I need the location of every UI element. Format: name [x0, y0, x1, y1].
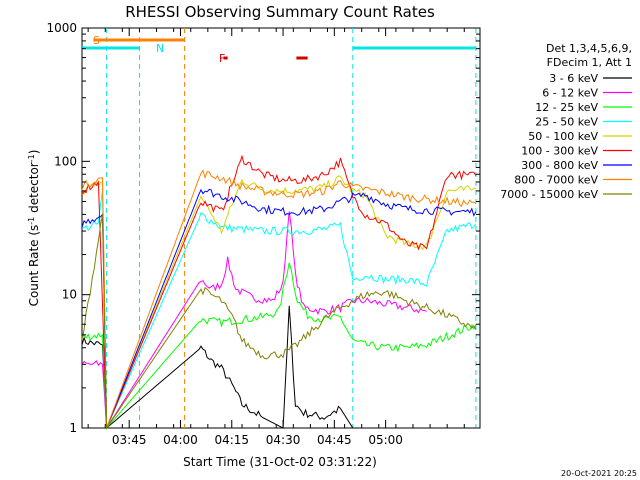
- y-tick-label: 100: [54, 154, 77, 168]
- y-tick-label: 1000: [46, 21, 77, 35]
- plot-frame: [81, 27, 481, 429]
- vertical-markers: [106, 28, 477, 428]
- flag-label-N: N: [156, 42, 164, 55]
- series-line: [81, 154, 477, 429]
- legend-entry-label: 12 - 25 keV: [535, 101, 598, 114]
- timestamp: 20-Oct-2021 20:25: [561, 469, 637, 478]
- x-tick-label: 04:15: [214, 433, 249, 447]
- x-tick-label: 04:45: [317, 433, 352, 447]
- x-tick-label: 04:00: [163, 433, 198, 447]
- x-axis-label: Start Time (31-Oct-02 03:31:22): [183, 455, 377, 469]
- series-line: [81, 211, 427, 430]
- flag-label-F: F: [219, 52, 225, 65]
- y-axis-label: Count Rate (s-1 detector-1): [27, 150, 42, 307]
- x-tick-label: 03:45: [112, 433, 147, 447]
- y-tick-label: 10: [62, 288, 77, 302]
- y-tick-label: 1: [69, 421, 77, 435]
- flag-label-S: S: [93, 34, 100, 47]
- legend: Det 1,3,4,5,6,9, FDecim 1, Att 1 3 - 6 k…: [500, 42, 632, 201]
- axis-ticks: 03:45 04:00 04:15 04:30 04:45 05:00 1 10 100 1000: [46, 21, 480, 447]
- series-line: [81, 169, 477, 429]
- legend-entry-label: 800 - 7000 keV: [514, 174, 598, 187]
- legend-entry-label: 50 - 100 keV: [528, 130, 598, 143]
- flags-layer: S N F: [82, 34, 476, 65]
- series-line: [81, 188, 477, 429]
- legend-entry-label: 7000 - 15000 keV: [500, 188, 598, 201]
- legend-entry-label: 3 - 6 keV: [549, 72, 598, 85]
- series-line: [81, 190, 477, 429]
- series-line: [81, 214, 477, 430]
- series-line: [81, 305, 476, 430]
- legend-entry-label: 6 - 12 keV: [542, 87, 598, 100]
- legend-entry-label: 25 - 50 keV: [535, 116, 598, 129]
- legend-entry-label: 100 - 300 keV: [521, 145, 598, 158]
- series-layer: [81, 154, 477, 430]
- legend-entry-label: 300 - 800 keV: [521, 159, 598, 172]
- legend-header-1: Det 1,3,4,5,6,9,: [546, 42, 632, 55]
- series-line: [81, 175, 477, 429]
- series-line: [81, 262, 477, 430]
- x-tick-label: 04:30: [266, 433, 301, 447]
- chart-title: RHESSI Observing Summary Count Rates: [125, 3, 435, 21]
- legend-header-2: FDecim 1, Att 1: [547, 56, 632, 69]
- x-tick-label: 05:00: [368, 433, 403, 447]
